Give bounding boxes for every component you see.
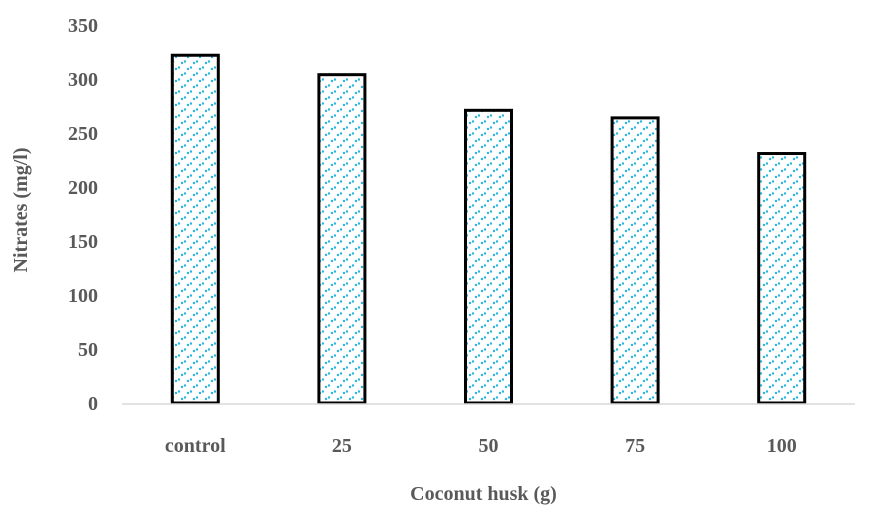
x-tick-label: 75	[625, 435, 645, 457]
x-tick-label: 25	[332, 435, 352, 457]
x-tick-label: 100	[767, 435, 797, 457]
bar-100	[757, 152, 807, 405]
y-axis-ticks: 0 50 100 150 200 250 300 350	[68, 15, 98, 415]
y-tick-label: 100	[68, 285, 98, 307]
y-tick-label: 50	[78, 339, 98, 361]
bar-25	[317, 73, 367, 405]
y-tick-label: 250	[68, 123, 98, 145]
bar-50	[464, 108, 513, 405]
y-tick-label: 200	[68, 177, 98, 199]
y-tick-label: 300	[68, 69, 98, 91]
bar-control	[170, 53, 220, 405]
y-tick-label: 0	[88, 393, 98, 415]
x-axis-title: Coconut husk (g)	[410, 483, 557, 505]
x-tick-label: control	[165, 435, 226, 457]
y-axis-title: Nitrates (mg/l)	[10, 148, 32, 273]
x-axis-ticks: control 25 50 75 100	[165, 435, 797, 457]
y-tick-label: 350	[68, 15, 98, 37]
bars	[170, 53, 807, 405]
y-tick-label: 150	[68, 231, 98, 253]
x-tick-label: 50	[479, 435, 499, 457]
bar-75	[610, 116, 660, 405]
